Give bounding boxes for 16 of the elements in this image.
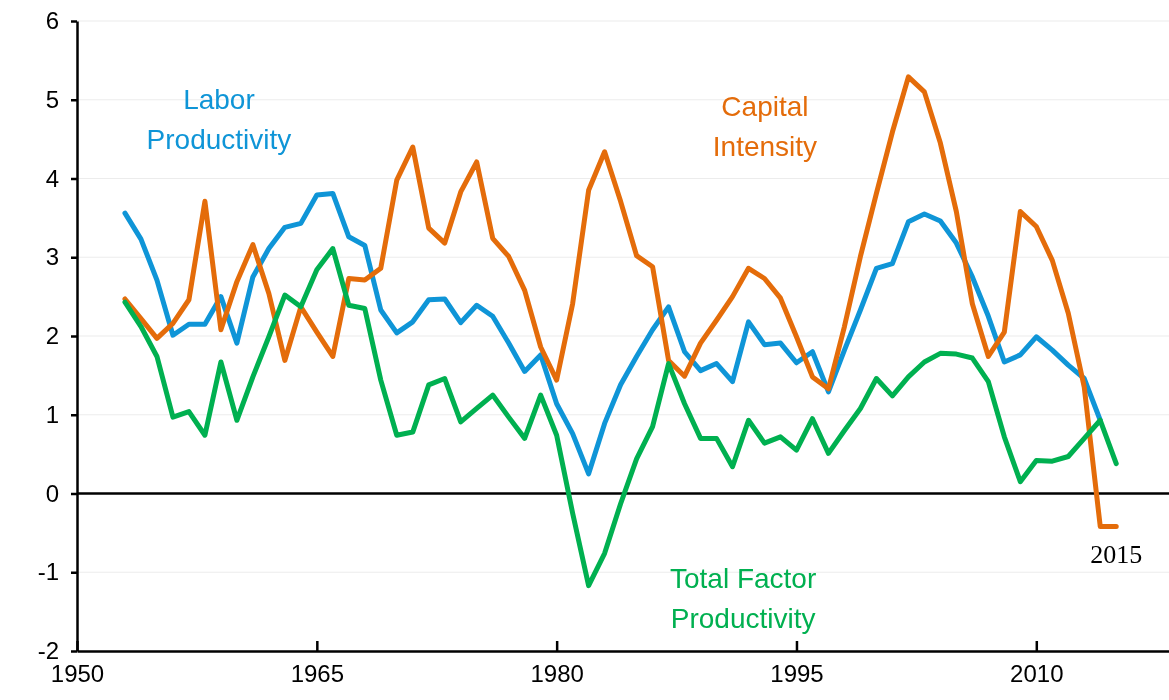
text: Total Factor Productivity <box>669 563 817 634</box>
annotation: 2015 <box>1090 539 1143 569</box>
y-tick-label: 4 <box>45 164 59 192</box>
y-tick-label: 3 <box>45 243 59 271</box>
y-tick-label: 2 <box>45 322 59 350</box>
y-tick-label: -1 <box>37 558 59 586</box>
x-tick-label: 1965 <box>290 660 345 688</box>
y-tick-label: 1 <box>45 400 59 428</box>
series-label: Labor Productivity <box>146 84 292 156</box>
x-tick-label: 1980 <box>530 660 584 688</box>
y-tick-label: 5 <box>45 85 59 113</box>
x-tick-label: 1995 <box>770 660 824 688</box>
y-tick-label: 6 <box>45 7 59 35</box>
text: Capital Intensity <box>712 90 818 162</box>
x-tick-label: 2010 <box>1010 660 1064 688</box>
y-tick-label: 0 <box>45 479 59 507</box>
